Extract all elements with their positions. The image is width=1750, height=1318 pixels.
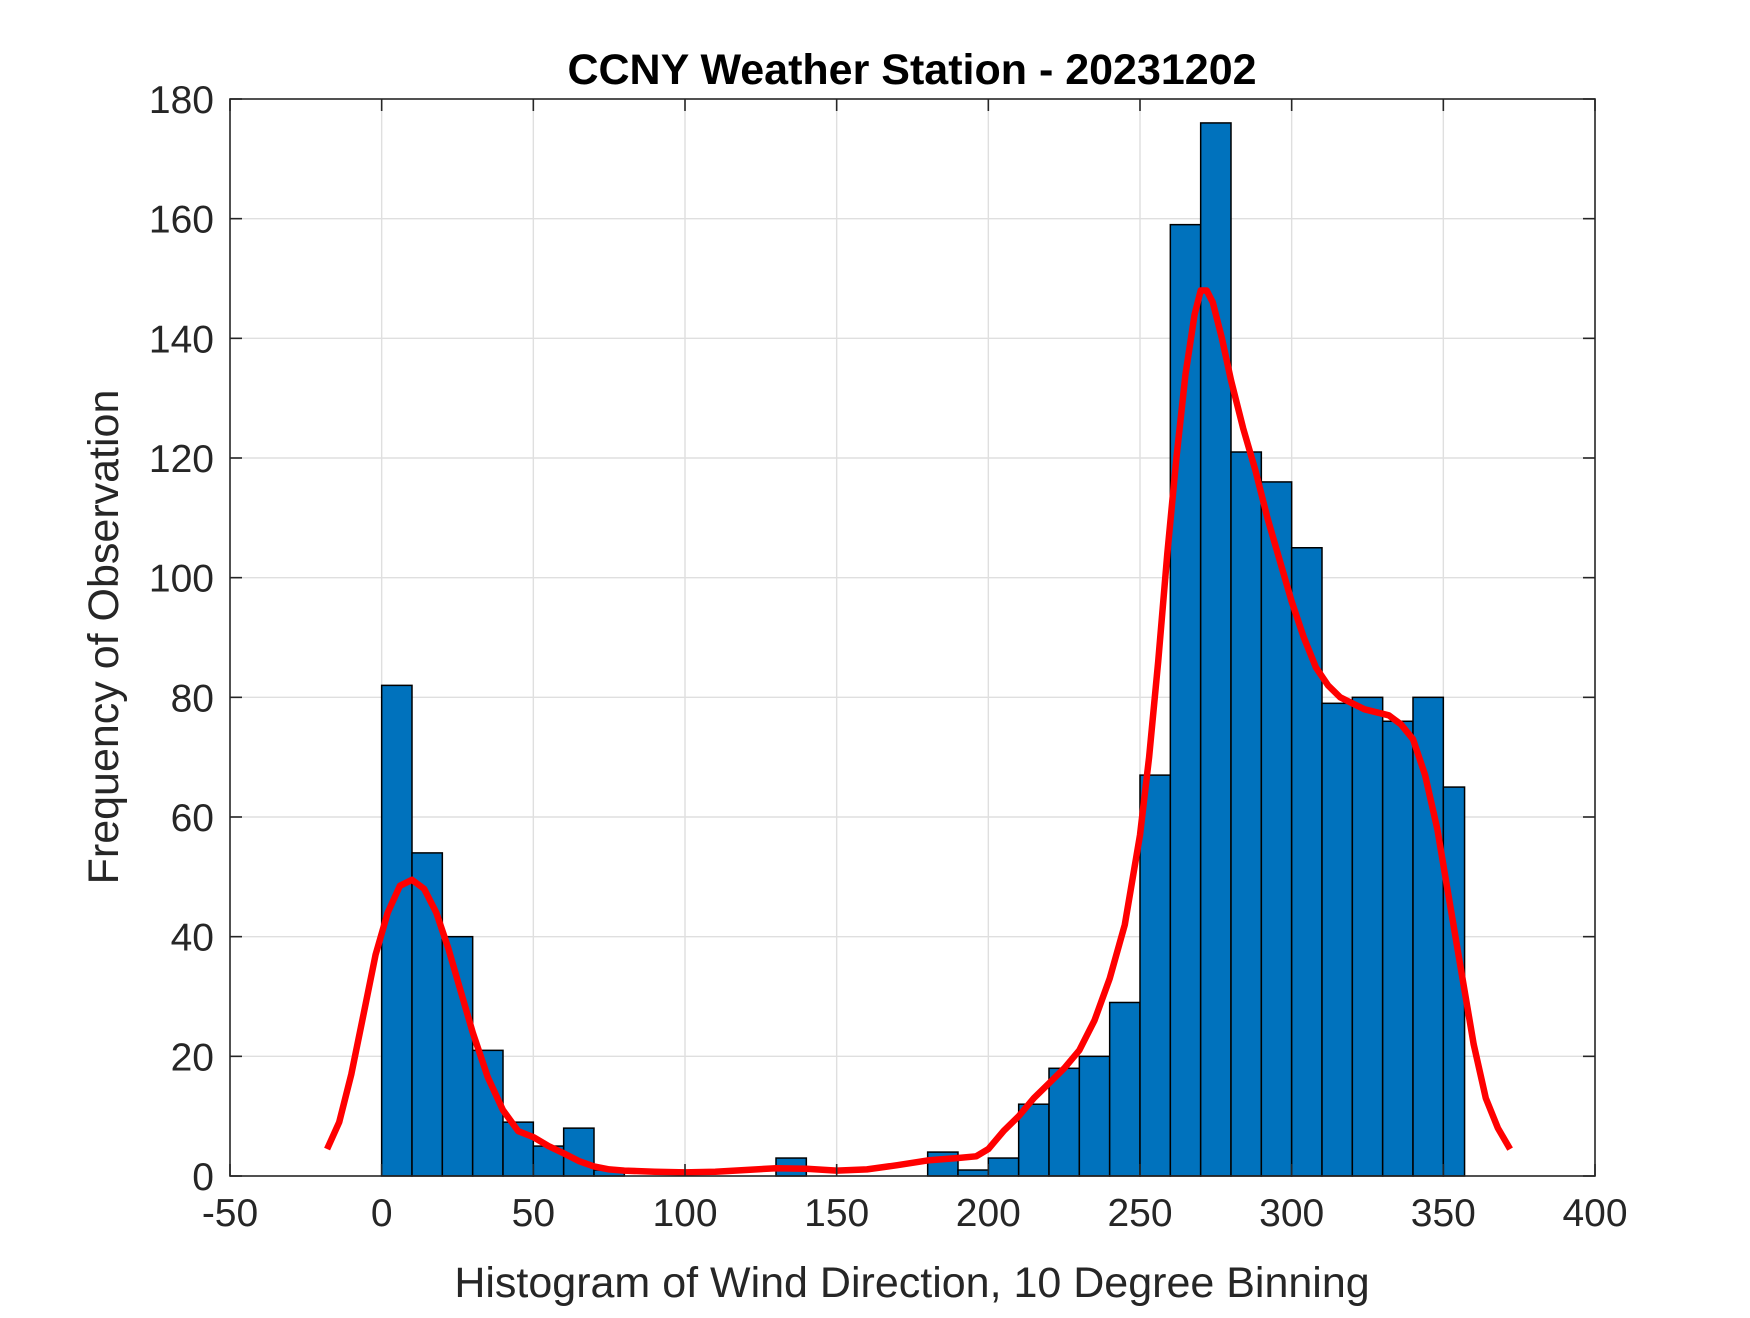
y-tick-label: 40 bbox=[171, 917, 214, 960]
y-tick-label: 0 bbox=[192, 1156, 214, 1199]
chart-title: CCNY Weather Station - 20231202 bbox=[567, 46, 1256, 94]
histogram-bar bbox=[1199, 122, 1232, 1177]
fit-curve-layer bbox=[324, 287, 1513, 1176]
y-tick-label: 120 bbox=[149, 438, 214, 481]
histogram-bar bbox=[1351, 696, 1384, 1177]
x-tick-label: 300 bbox=[1259, 1192, 1324, 1235]
y-tick-label: 20 bbox=[171, 1036, 214, 1079]
histogram-bar bbox=[1139, 774, 1172, 1177]
x-tick-label: 400 bbox=[1562, 1192, 1627, 1235]
axes-box bbox=[229, 98, 1596, 1177]
histogram-bar bbox=[1017, 1103, 1050, 1177]
histogram-bar bbox=[1108, 1001, 1141, 1177]
y-tick-label: 140 bbox=[149, 318, 214, 361]
histogram-bar bbox=[1169, 223, 1202, 1177]
grid-lines bbox=[230, 99, 1595, 1176]
x-tick-label: 150 bbox=[804, 1192, 869, 1235]
y-tick-label: 160 bbox=[149, 199, 214, 242]
x-tick-label: 350 bbox=[1411, 1192, 1476, 1235]
histogram-bar bbox=[1321, 702, 1354, 1177]
histogram-bar bbox=[1260, 481, 1293, 1177]
x-tick-label: -50 bbox=[202, 1192, 258, 1235]
axis-ticks: -50 0 50 100 150 200 250 300 350 4000204060801001… bbox=[149, 79, 1628, 1235]
histogram-bar bbox=[1230, 451, 1263, 1177]
histogram-bar bbox=[1078, 1055, 1111, 1177]
x-tick-label: 200 bbox=[956, 1192, 1021, 1235]
y-tick-label: 60 bbox=[171, 797, 214, 840]
x-tick-label: 50 bbox=[512, 1192, 555, 1235]
x-axis-label: Histogram of Wind Direction, 10 Degree B… bbox=[454, 1259, 1369, 1307]
histogram-bar bbox=[380, 684, 413, 1177]
histogram-bar bbox=[1048, 1067, 1081, 1177]
histogram-bar bbox=[1412, 696, 1445, 1177]
x-tick-label: 0 bbox=[371, 1192, 393, 1235]
x-tick-label: 100 bbox=[652, 1192, 717, 1235]
histogram-bar bbox=[1381, 720, 1414, 1177]
y-tick-label: 180 bbox=[149, 79, 214, 122]
histogram-bar bbox=[957, 1169, 990, 1177]
x-tick-label: 250 bbox=[1107, 1192, 1172, 1235]
y-axis-label: Frequency of Observation bbox=[80, 390, 128, 885]
fit-curve-line bbox=[324, 287, 1513, 1176]
y-tick-label: 80 bbox=[171, 677, 214, 720]
histogram-bar bbox=[987, 1157, 1020, 1177]
y-tick-label: 100 bbox=[149, 558, 214, 601]
